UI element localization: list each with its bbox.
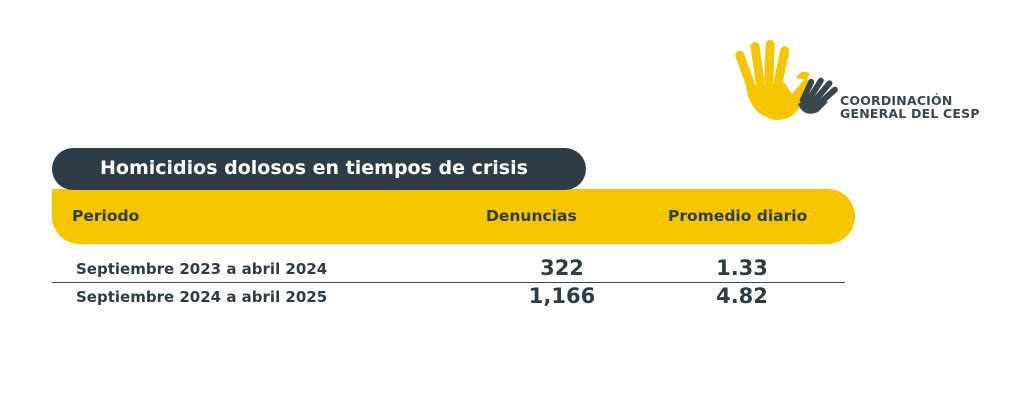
hands-dove-icon — [735, 40, 838, 120]
row-daily-avg: 4.82 — [716, 284, 768, 308]
logo-line-1: COORDINACIÓN — [840, 93, 953, 108]
row-period: Septiembre 2023 a abril 2024 — [76, 260, 328, 278]
row-complaints: 1,166 — [528, 284, 596, 308]
logo-text: COORDINACIÓN GENERAL DEL CESP — [840, 94, 980, 120]
header-complaints: Denuncias — [486, 207, 577, 225]
row-daily-avg: 1.33 — [716, 256, 768, 280]
row-complaints: 322 — [540, 256, 584, 280]
header-period: Periodo — [72, 207, 140, 225]
table-title-bar: Homicidios dolosos en tiempos de crisis — [52, 148, 586, 190]
table-row: Septiembre 2023 a abril 2024 322 1.33 — [52, 256, 845, 283]
table-header: Periodo Denuncias Promedio diario — [52, 189, 855, 244]
row-period: Septiembre 2024 a abril 2025 — [76, 288, 328, 306]
table-row: Septiembre 2024 a abril 2025 1,166 4.82 — [52, 284, 845, 310]
header-daily-avg: Promedio diario — [668, 207, 808, 225]
table-title: Homicidios dolosos en tiempos de crisis — [100, 157, 528, 179]
logo-line-2: GENERAL DEL CESP — [840, 106, 980, 121]
cesp-logo: COORDINACIÓN GENERAL DEL CESP — [732, 38, 982, 128]
